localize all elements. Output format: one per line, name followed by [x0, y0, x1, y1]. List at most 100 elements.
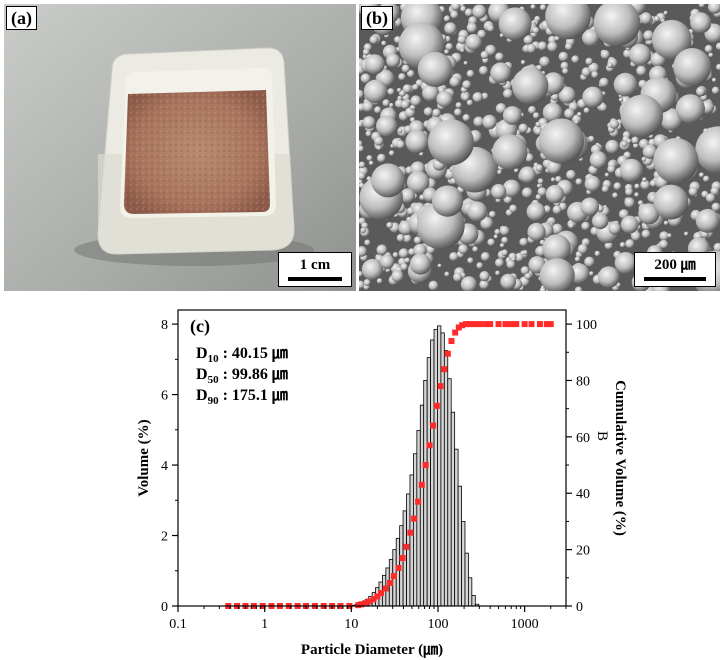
histogram-bar — [413, 453, 418, 607]
y2-tick-label: 60 — [576, 431, 590, 446]
y-tick-label: 8 — [161, 318, 168, 333]
x-tick-label: 10 — [344, 617, 358, 632]
histogram-bars — [351, 325, 480, 607]
cumulative-point — [547, 321, 554, 328]
panel-c-label: (c) — [190, 316, 210, 337]
y-tick-label: 4 — [161, 459, 168, 474]
cumulative-point — [487, 321, 494, 328]
cumulative-point — [508, 321, 515, 328]
y2-tick-label: 80 — [576, 374, 590, 389]
y2-tick-label: 40 — [576, 487, 590, 502]
crucible-photo — [4, 4, 356, 291]
histogram-bar — [450, 411, 456, 607]
y2-tick-label: 20 — [576, 544, 590, 559]
y2-axis-label: Cumulative Volume (%) — [612, 380, 628, 536]
cumulative-point — [476, 321, 483, 328]
histogram-bar — [426, 357, 431, 607]
plot-frame — [177, 309, 567, 607]
cumulative-point — [358, 601, 365, 608]
histogram-bar — [443, 350, 449, 607]
y-tick-label: 6 — [161, 389, 168, 404]
histogram-bar — [461, 521, 466, 607]
x-tick-label: 1 — [261, 617, 268, 632]
cumulative-point — [444, 350, 451, 357]
histogram-bar — [437, 325, 442, 607]
cumulative-point — [390, 573, 397, 580]
cumulative-point — [418, 481, 425, 488]
panel-a-label: (a) — [6, 6, 37, 30]
cumulative-point — [355, 602, 362, 609]
d90-stat: D90 : 175.1 ㎛ — [196, 387, 288, 407]
cumulative-point — [370, 596, 377, 603]
scale-bar-b-line — [644, 277, 706, 281]
cumulative-point — [422, 462, 429, 469]
cumulative-point — [407, 529, 414, 536]
histogram-bar — [409, 474, 414, 607]
cumulative-point — [452, 329, 459, 336]
histogram-bar — [406, 493, 411, 607]
cumulative-point — [433, 402, 440, 409]
cumulative-point — [459, 322, 466, 329]
cumulative-point — [470, 321, 477, 328]
cumulative-point — [387, 579, 394, 586]
scale-bar-b-text: 200 ㎛ — [654, 257, 696, 273]
histogram-bar — [423, 380, 428, 607]
cumulative-point — [437, 383, 444, 390]
cumulative-point — [411, 515, 418, 522]
cumulative-point — [374, 593, 381, 600]
cumulative-point — [378, 590, 384, 597]
cumulative-point — [403, 543, 410, 550]
histogram-bar — [464, 552, 469, 607]
cumulative-point — [467, 321, 474, 328]
d50-stat: D50 : 99.86 ㎛ — [196, 366, 288, 386]
scale-bar-a-text: 1 cm — [299, 257, 331, 273]
x-tick-label: 1000 — [511, 617, 539, 632]
y2-tick-label: 0 — [576, 600, 583, 615]
cumulative-point — [395, 564, 402, 571]
cumulative-point — [415, 498, 422, 505]
x-tick-label: 0.1 — [169, 617, 187, 632]
cumulative-point — [382, 585, 389, 592]
x-axis-label: Particle Diameter (㎛) — [301, 642, 443, 659]
histogram-bar — [457, 485, 462, 607]
sem-panel-b: (b) 200 ㎛ — [359, 4, 720, 291]
cumulative-point — [366, 598, 373, 605]
histogram-bar — [419, 404, 425, 607]
histogram-bar — [471, 595, 476, 607]
sem-micrograph — [359, 4, 720, 291]
scale-bar-a: 1 cm — [278, 252, 352, 287]
y2-tick-label: 100 — [576, 318, 597, 333]
cumulative-point — [513, 321, 520, 328]
cumulative-point — [482, 321, 489, 328]
secondary-axis-mark: B — [594, 431, 610, 441]
histogram-bar — [433, 328, 438, 607]
d-values: D10 : 40.15 ㎛ D50 : 99.86 ㎛ D90 : 175.1 … — [196, 345, 288, 407]
cumulative-point — [441, 366, 448, 373]
cumulative-point — [448, 338, 455, 345]
cumulative-point — [399, 555, 406, 562]
y-axis-label: Volume (%) — [136, 419, 152, 496]
scale-bar-a-line — [288, 277, 342, 281]
cumulative-point — [502, 321, 509, 328]
histogram-bar — [430, 339, 435, 607]
cumulative-point — [455, 324, 462, 331]
cumulative-point — [462, 321, 469, 328]
histogram-bar — [440, 332, 445, 607]
cumulative-point — [430, 422, 437, 429]
scale-bar-b: 200 ㎛ — [634, 252, 716, 287]
photo-panel-a: (a) 1 cm — [4, 4, 356, 291]
cumulative-point — [543, 321, 550, 328]
histogram-bar — [454, 448, 459, 607]
y-tick-label: 0 — [161, 600, 168, 615]
cumulative-point — [528, 321, 535, 328]
cumulative-point — [536, 321, 543, 328]
histogram-bar — [416, 430, 421, 607]
cumulative-point — [426, 442, 433, 449]
cumulative-point — [521, 321, 528, 328]
histogram-bar — [395, 537, 401, 607]
d10-stat: D10 : 40.15 ㎛ — [196, 345, 288, 365]
y-tick-label: 2 — [161, 530, 168, 545]
cumulative-point — [495, 321, 502, 328]
